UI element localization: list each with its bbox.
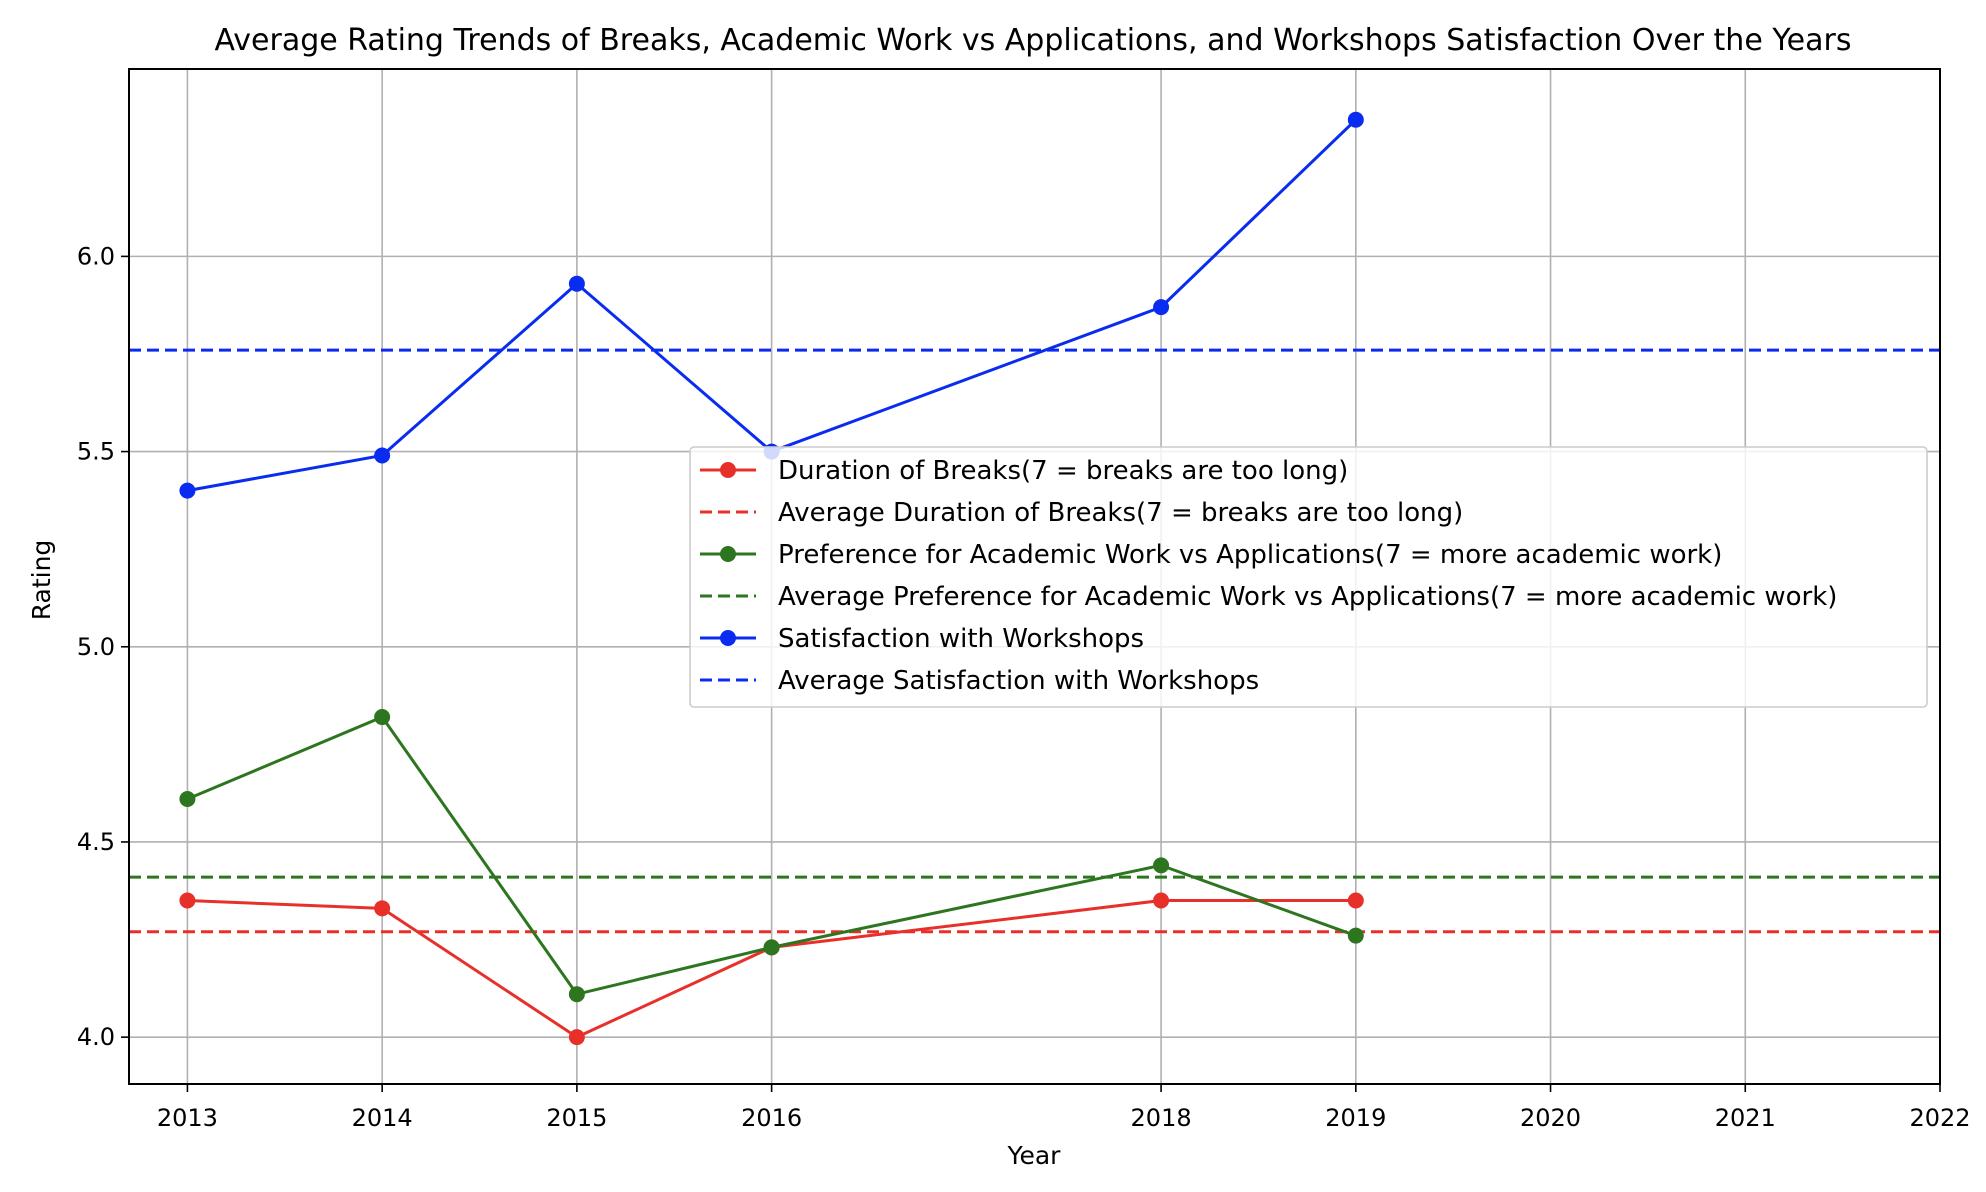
data-point: [1347, 892, 1364, 909]
legend-item: Duration of Breaks(7 = breaks are too lo…: [700, 456, 1348, 486]
data-point: [763, 939, 780, 956]
data-point: [1153, 892, 1170, 909]
x-tick-label: 2022: [1909, 1104, 1970, 1132]
x-axis-ticks: 2013 2014 2015 2016 2018 2019 2020 2021 2022: [157, 1084, 1971, 1132]
y-axis-label: Rating: [27, 540, 56, 621]
series-line-0: [187, 899, 1356, 1039]
x-tick-label: 2019: [1325, 1104, 1386, 1132]
legend-items: Duration of Breaks(7 = breaks are too lo…: [700, 456, 1837, 696]
series-4: [179, 111, 1364, 499]
data-point: [179, 892, 196, 909]
average-lines-layer: [129, 348, 1940, 934]
x-tick-label: 2014: [352, 1104, 413, 1132]
legend-label: Duration of Breaks(7 = breaks are too lo…: [778, 456, 1348, 486]
legend-label: Average Preference for Academic Work vs …: [778, 582, 1837, 612]
chart-title: Average Rating Trends of Breaks, Academi…: [215, 23, 1852, 58]
series-2: [179, 709, 1364, 1003]
legend-label: Satisfaction with Workshops: [778, 624, 1144, 654]
legend-marker: [720, 546, 736, 562]
legend-label: Average Duration of Breaks(7 = breaks ar…: [778, 498, 1463, 528]
y-tick-label: 5.0: [77, 633, 115, 661]
legend-marker: [720, 630, 736, 646]
series-layer: [179, 111, 1364, 1046]
y-tick-label: 4.5: [77, 828, 115, 856]
legend-item: Satisfaction with Workshops: [700, 624, 1144, 654]
y-axis-ticks: 4.0 4.5 5.0 5.5 6.0: [77, 242, 129, 1051]
data-point: [568, 275, 585, 292]
legend-marker: [720, 462, 736, 478]
plot-frame: [128, 68, 1941, 1085]
data-point: [1153, 299, 1170, 316]
legend-label: Preference for Academic Work vs Applicat…: [778, 540, 1722, 570]
legend-item: Average Preference for Academic Work vs …: [700, 582, 1837, 612]
data-point: [374, 900, 391, 917]
x-tick-label: 2013: [157, 1104, 218, 1132]
y-tick-label: 5.5: [77, 438, 115, 466]
data-point: [568, 1029, 585, 1046]
legend-item: Average Duration of Breaks(7 = breaks ar…: [700, 498, 1463, 528]
data-point: [179, 791, 196, 808]
legend: Duration of Breaks(7 = breaks are too lo…: [689, 446, 1928, 708]
x-axis-label: Year: [1007, 1141, 1062, 1170]
x-tick-label: 2016: [741, 1104, 802, 1132]
legend-box: [689, 446, 1928, 708]
data-point: [1347, 927, 1364, 944]
data-point: [179, 482, 196, 499]
legend-item: Preference for Academic Work vs Applicat…: [700, 540, 1722, 570]
x-tick-label: 2018: [1131, 1104, 1192, 1132]
x-tick-label: 2021: [1715, 1104, 1776, 1132]
data-point: [568, 986, 585, 1003]
x-tick-label: 2015: [546, 1104, 607, 1132]
series-line-2: [186, 715, 1357, 996]
y-tick-label: 4.0: [77, 1023, 115, 1051]
data-point: [1347, 111, 1364, 128]
legend-item: Average Satisfaction with Workshops: [700, 666, 1259, 696]
data-point: [1153, 857, 1170, 874]
x-tick-label: 2020: [1520, 1104, 1581, 1132]
data-point: [374, 709, 391, 726]
y-tick-label: 6.0: [77, 242, 115, 270]
legend-label: Average Satisfaction with Workshops: [778, 666, 1259, 696]
data-point: [374, 447, 391, 464]
series-line-4: [187, 118, 1357, 493]
